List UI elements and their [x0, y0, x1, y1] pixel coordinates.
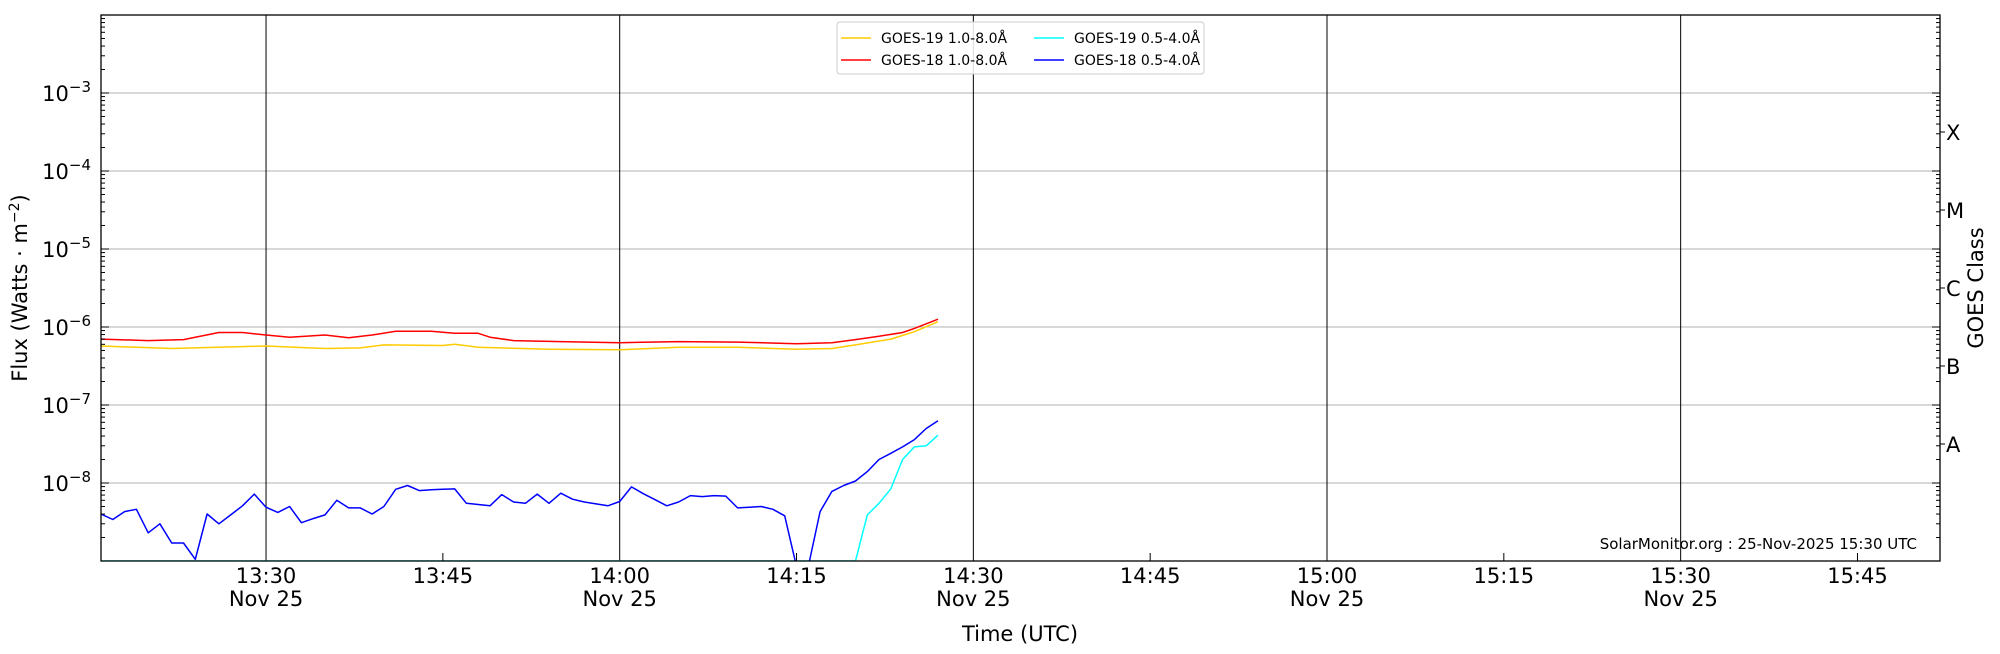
y-tick-label: 10−3	[42, 78, 91, 106]
series-line-goes-18-0-5-4-0-	[101, 420, 939, 561]
y-tick-labels: 10−3 10−4 10−5 10−6 10−7 10−8	[42, 78, 91, 496]
x-tick-time: 13:45	[413, 564, 474, 588]
goes-class-M: M	[1946, 199, 1964, 223]
y-tick-label: 10−6	[42, 312, 91, 340]
x-tick-time: 15:15	[1474, 564, 1535, 588]
legend-label: GOES-19 1.0-8.0Å	[881, 30, 1007, 47]
series-line-goes-19-1-0-8-0-	[101, 321, 939, 351]
y-tick-label: 10−7	[42, 390, 91, 418]
series-line-goes-18-1-0-8-0-	[101, 318, 939, 345]
series-line-goes-19-0-5-4-0-	[101, 434, 939, 561]
legend-label: GOES-18 1.0-8.0Å	[881, 52, 1007, 69]
goes-class-A: A	[1946, 433, 1961, 457]
y-axis-label: Flux (Watts · m−2)	[7, 194, 32, 382]
x-tick-time: 15:30	[1650, 564, 1711, 588]
y-tick-label: 10−8	[42, 468, 91, 496]
x-tick-date: Nov 25	[582, 587, 656, 611]
legend: GOES-19 1.0-8.0Å GOES-18 1.0-8.0Å GOES-19 …	[836, 21, 1205, 75]
y2-axis-label: GOES Class	[1964, 227, 1988, 348]
legend-label: GOES-18 0.5-4.0Å	[1074, 52, 1200, 69]
legend-label: GOES-19 0.5-4.0Å	[1074, 30, 1200, 47]
x-tick-time: 15:00	[1297, 564, 1358, 588]
x-axis-label: Time (UTC)	[961, 622, 1078, 646]
series-lines	[101, 318, 939, 561]
x-tick-time: 14:00	[589, 564, 650, 588]
goes-class-B: B	[1946, 355, 1960, 379]
legend-box	[836, 21, 1205, 75]
goes-class-labels: X M C B A	[1946, 121, 1964, 457]
x-tick-date: Nov 25	[936, 587, 1010, 611]
y-tick-label: 10−4	[42, 156, 91, 184]
x-tick-time: 15:45	[1827, 564, 1888, 588]
x-tick-time: 14:45	[1120, 564, 1181, 588]
y-tick-label: 10−5	[42, 234, 91, 262]
goes-class-C: C	[1946, 277, 1961, 301]
goes-class-X: X	[1946, 121, 1960, 145]
vertical-gridlines	[265, 15, 1682, 561]
x-tick-time: 14:15	[766, 564, 827, 588]
x-tick-time: 13:30	[236, 564, 297, 588]
x-tick-date: Nov 25	[1290, 587, 1364, 611]
source-annotation: SolarMonitor.org : 25-Nov-2025 15:30 UTC	[1600, 535, 1917, 553]
axis-ticks	[101, 18, 1945, 562]
horizontal-gridlines	[101, 92, 1940, 484]
x-tick-time: 14:30	[943, 564, 1004, 588]
x-tick-date: Nov 25	[1643, 587, 1717, 611]
plot-frame	[100, 14, 1941, 562]
x-tick-date: Nov 25	[229, 587, 303, 611]
